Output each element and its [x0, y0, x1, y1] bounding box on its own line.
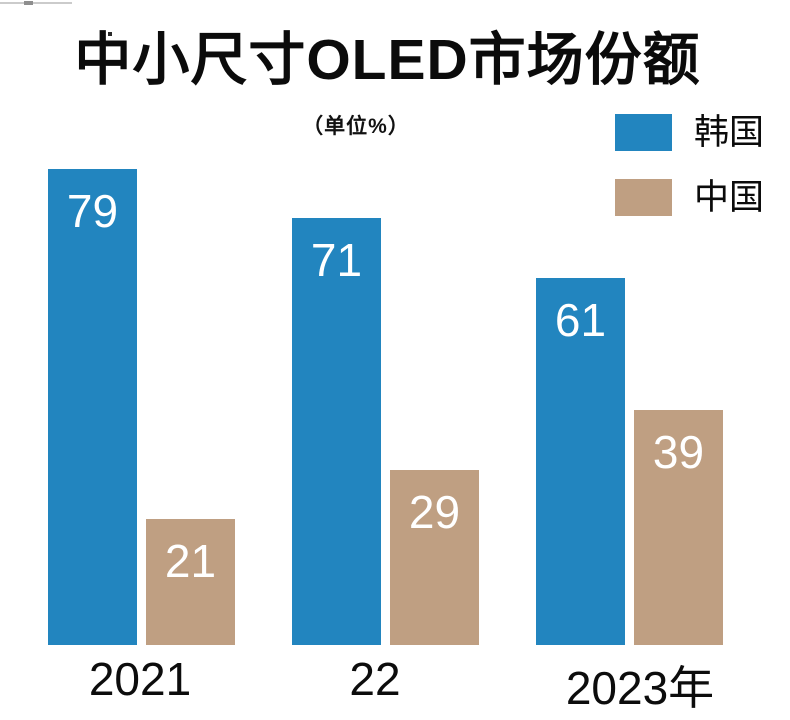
bar-中国-22: 29	[390, 470, 479, 645]
chart-title: 中小尺寸OLED市场份额	[74, 28, 701, 92]
chart-unit-label: （单位%）	[302, 115, 410, 138]
bar-value-label: 21	[164, 535, 217, 587]
bar-value-label: 39	[652, 426, 705, 478]
bar-韩国-22: 71	[292, 218, 381, 645]
x-axis-label-2023年: 2023年	[565, 662, 715, 714]
scan-artifact-line	[0, 2, 72, 4]
legend-item-中国: 中国	[615, 179, 764, 216]
legend-label-中国: 中国	[694, 178, 765, 217]
bar-value-label: 71	[310, 234, 363, 286]
bar-中国-2023年: 39	[634, 410, 723, 645]
scan-artifact-segment	[24, 1, 33, 5]
legend-swatch-韩国	[615, 114, 672, 151]
bar-中国-2021: 21	[146, 519, 235, 645]
bar-value-label: 29	[408, 486, 461, 538]
legend: 韩国 中国	[615, 114, 764, 244]
x-axis-label-22: 22	[349, 653, 401, 705]
scan-artifact-dot	[108, 32, 112, 36]
bar-韩国-2023年: 61	[536, 278, 625, 645]
legend-swatch-中国	[615, 179, 672, 216]
legend-item-韩国: 韩国	[615, 114, 764, 151]
bar-韩国-2021: 79	[48, 169, 137, 645]
bar-value-label: 61	[554, 294, 607, 346]
legend-label-韩国: 韩国	[694, 113, 765, 152]
x-axis-label-2021: 2021	[88, 653, 192, 705]
bar-value-label: 79	[66, 185, 119, 237]
